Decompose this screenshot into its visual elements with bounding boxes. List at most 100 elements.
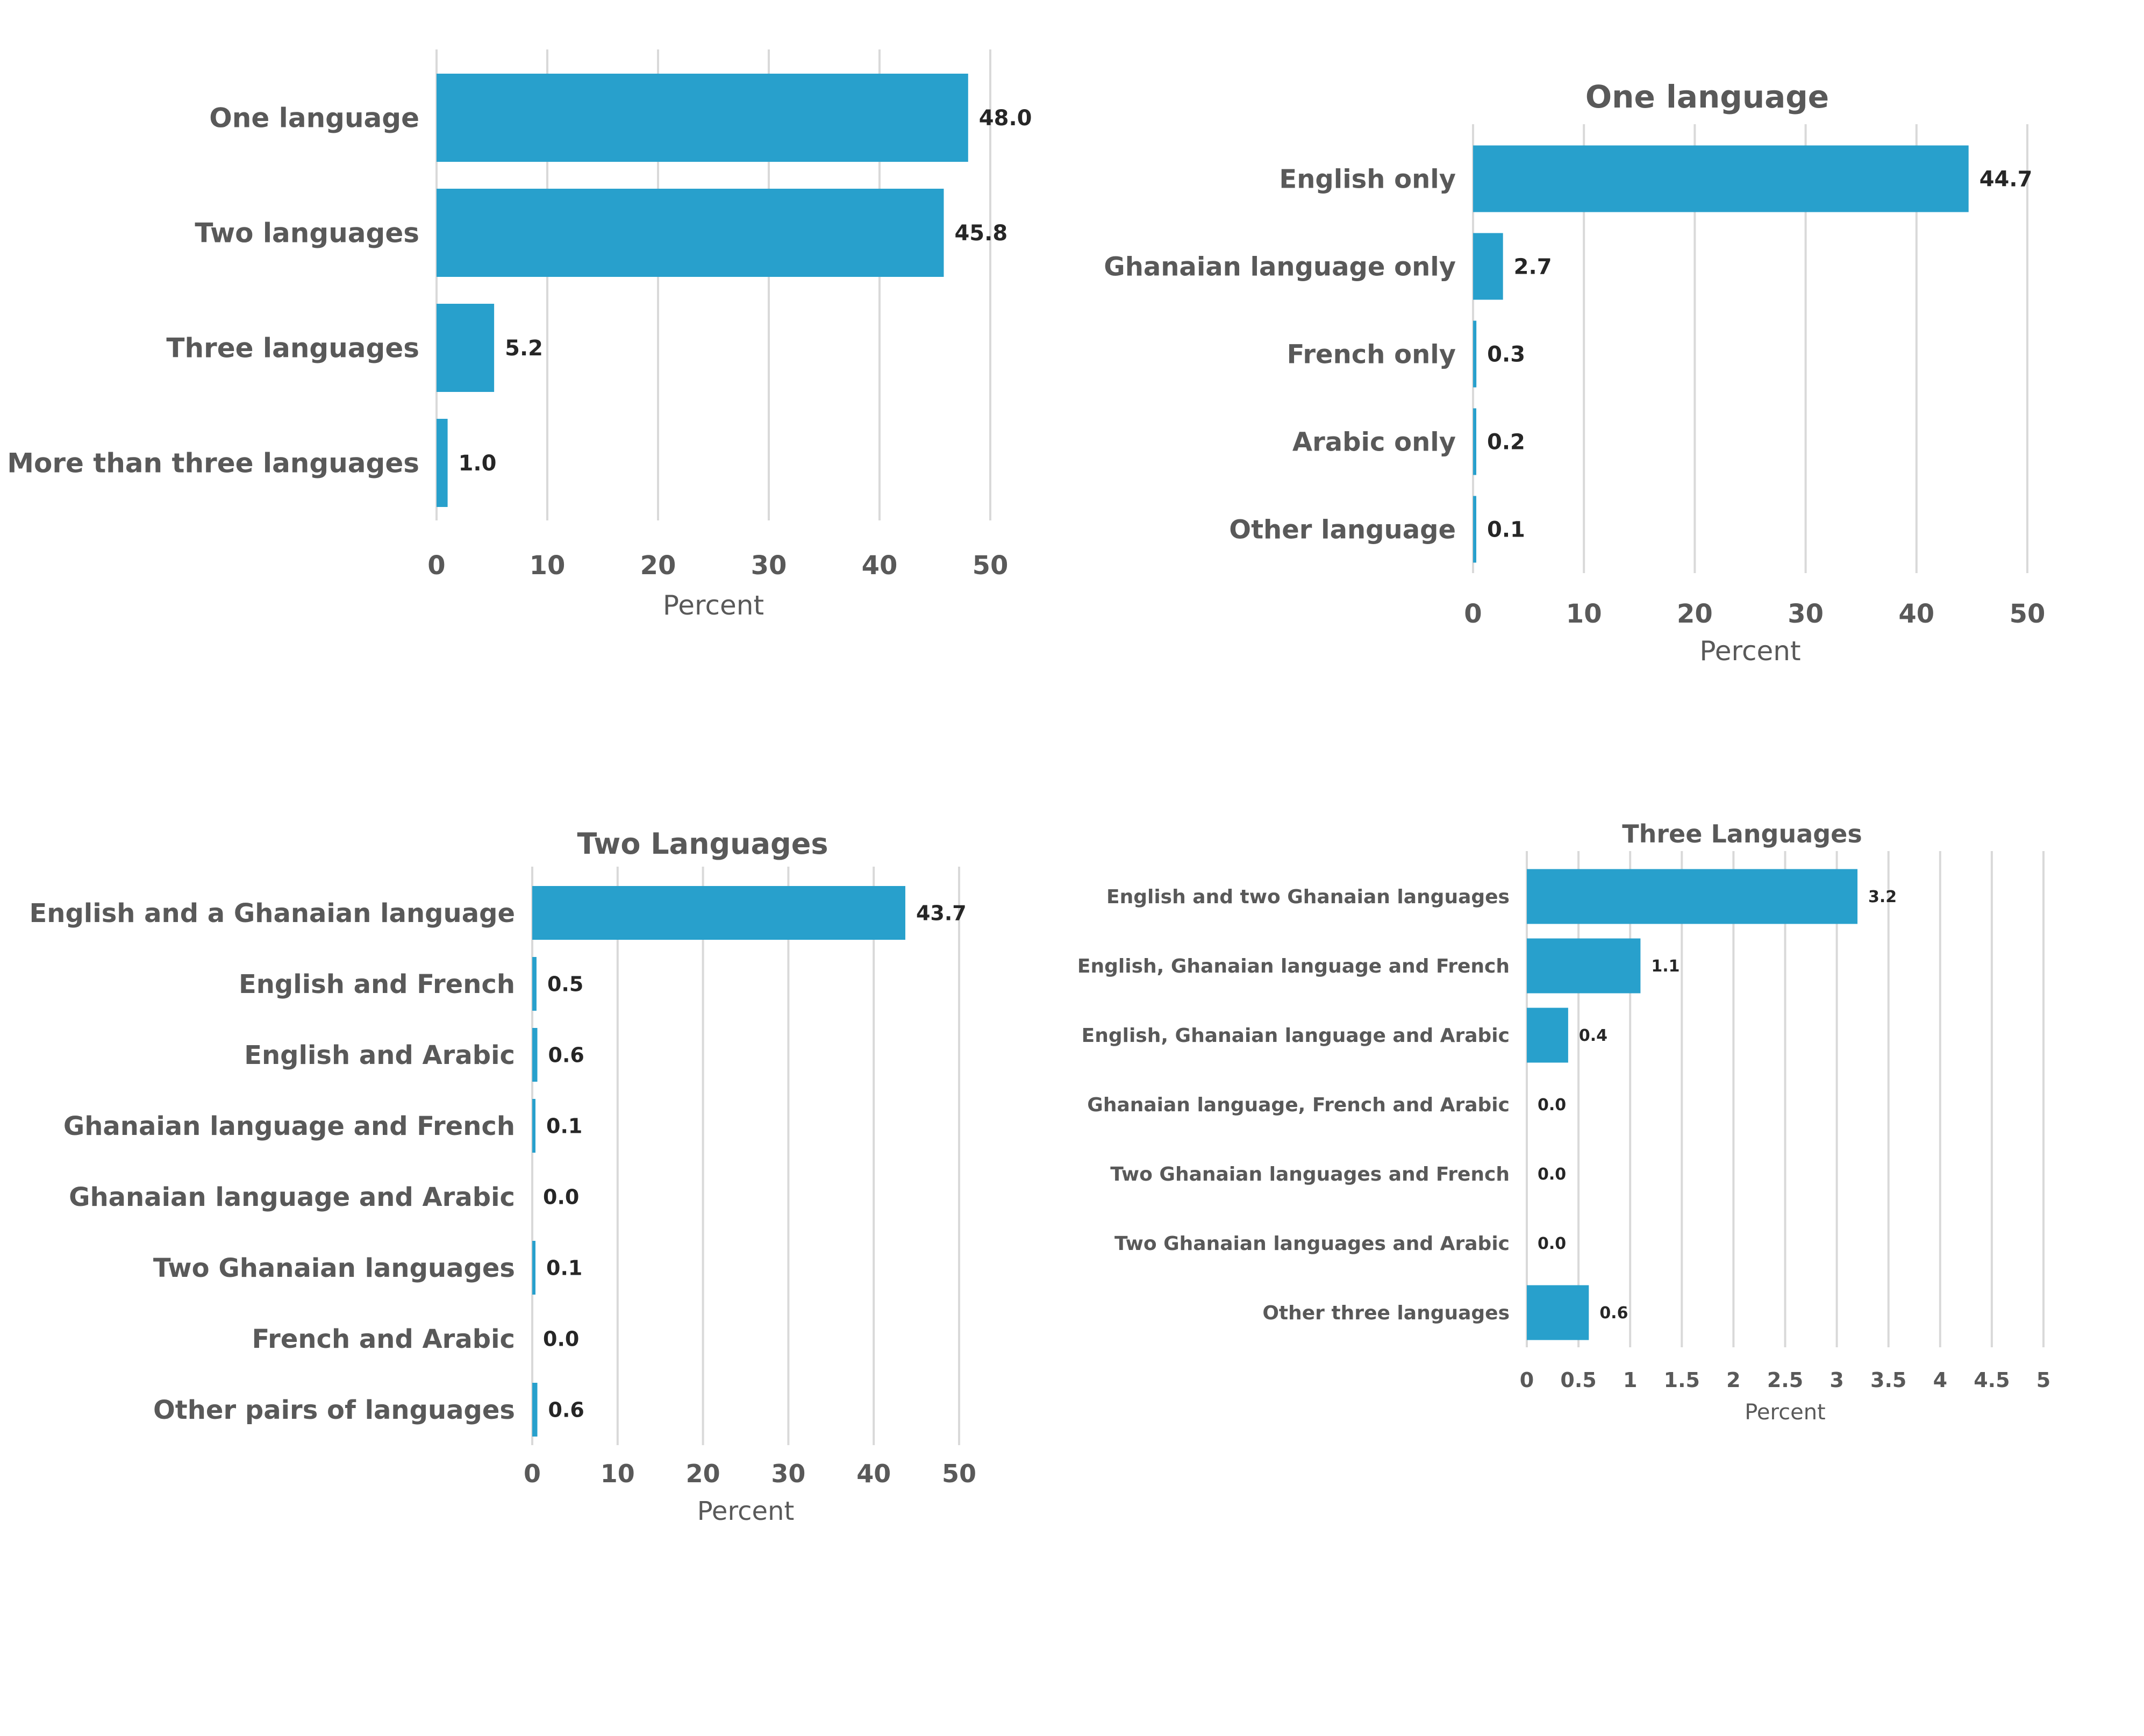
x-axis-label: Percent — [663, 590, 764, 621]
category-label: English and a Ghanaian language — [29, 898, 515, 928]
bar — [1527, 1285, 1589, 1340]
x-tick-label: 5 — [2036, 1368, 2050, 1392]
chart-title: Two Languages — [577, 827, 828, 861]
x-axis-label: Percent — [697, 1496, 795, 1526]
bar — [1527, 1008, 1568, 1063]
chart-one-language: One language Percent 0 10 20 30 40 50 English … — [1075, 0, 2144, 699]
bar — [437, 304, 495, 392]
value-label: 0.0 — [1538, 1165, 1566, 1184]
value-label: 0.2 — [1487, 430, 1525, 455]
bar — [1527, 938, 1641, 994]
x-axis-label: Percent — [1745, 1400, 1826, 1425]
category-label: Ghanaian language and French — [63, 1111, 515, 1141]
x-tick-label: 3 — [1829, 1368, 1843, 1392]
bar — [532, 957, 537, 1011]
x-tick-label: 2 — [1726, 1368, 1740, 1392]
x-tick-label: 10 — [530, 551, 566, 581]
value-label: 0.1 — [546, 1256, 582, 1280]
x-tick-label: 1 — [1623, 1368, 1637, 1392]
value-label: 0.0 — [1538, 1234, 1566, 1253]
category-label: Arabic only — [1292, 427, 1456, 457]
x-axis-label: Percent — [1699, 635, 1800, 667]
chart-languages-spoken-svg: Percent 0 10 20 30 40 50 One language 48.0 Two l… — [7, 49, 1032, 621]
bar — [1473, 145, 1969, 212]
x-tick-label: 4.5 — [1974, 1368, 2010, 1392]
category-label: Two Ghanaian languages and French — [1110, 1163, 1510, 1185]
bar — [1473, 233, 1503, 300]
value-label: 0.5 — [547, 972, 583, 996]
category-label: Two languages — [195, 218, 419, 249]
value-label: 0.1 — [546, 1114, 582, 1138]
x-tick-label: 10 — [1566, 599, 1602, 629]
bar — [532, 1028, 538, 1082]
value-label: 3.2 — [1868, 888, 1897, 906]
x-tick-label: 40 — [862, 551, 898, 581]
x-tick-label: 50 — [942, 1459, 976, 1488]
x-tick-label: 20 — [640, 551, 676, 581]
value-label: 0.6 — [548, 1043, 584, 1067]
value-label: 48.0 — [979, 106, 1032, 131]
category-label: Other three languages — [1262, 1302, 1510, 1324]
category-label: English and two Ghanaian languages — [1106, 886, 1510, 908]
x-tick-label: 50 — [973, 551, 1009, 581]
value-label: 1.1 — [1651, 957, 1680, 976]
chart-one-language-svg: One language Percent 0 10 20 30 40 50 English … — [1104, 78, 2046, 667]
category-label: French and Arabic — [252, 1324, 515, 1354]
bar — [532, 886, 905, 940]
bar — [532, 1241, 535, 1295]
value-label: 5.2 — [505, 336, 543, 361]
value-label: 0.3 — [1487, 342, 1525, 367]
bar — [437, 419, 448, 507]
x-tick-label: 3.5 — [1870, 1368, 1906, 1392]
value-label: 0.0 — [1538, 1096, 1566, 1115]
category-label: One language — [209, 103, 419, 134]
bar — [1473, 320, 1477, 388]
bar — [1527, 869, 1858, 924]
category-label: Ghanaian language and Arabic — [69, 1182, 515, 1212]
value-label: 0.6 — [1599, 1304, 1628, 1323]
x-tick-label: 4 — [1933, 1368, 1947, 1392]
bar — [532, 1099, 535, 1153]
category-label: Ghanaian language, French and Arabic — [1087, 1094, 1510, 1116]
x-tick-label: 0 — [1520, 1368, 1534, 1392]
category-label: English and French — [239, 969, 515, 999]
bar — [437, 189, 944, 277]
x-tick-label: 0 — [1464, 599, 1482, 629]
x-tick-label: 40 — [856, 1459, 891, 1488]
chart-two-languages: Two Languages Percent 0 10 20 30 40 50 English… — [0, 806, 1048, 1586]
bar — [1473, 496, 1476, 563]
x-tick-label: 50 — [2010, 599, 2046, 629]
category-label: English, Ghanaian language and Arabic — [1082, 1025, 1510, 1047]
x-tick-label: 30 — [751, 551, 787, 581]
category-label: English only — [1279, 164, 1456, 194]
category-label: Other language — [1229, 515, 1456, 545]
x-tick-label: 10 — [601, 1459, 635, 1488]
x-tick-label: 0 — [427, 551, 445, 581]
x-tick-label: 40 — [1898, 599, 1934, 629]
value-label: 1.0 — [459, 451, 497, 476]
x-tick-label: 30 — [771, 1459, 805, 1488]
category-label: Two Ghanaian languages and Arabic — [1114, 1233, 1510, 1255]
value-label: 43.7 — [916, 901, 967, 925]
x-tick-label: 2.5 — [1767, 1368, 1803, 1392]
value-label: 0.0 — [543, 1185, 579, 1209]
value-label: 0.1 — [1487, 518, 1525, 542]
x-tick-label: 0.5 — [1560, 1368, 1596, 1392]
chart-three-languages-svg: Three Languages Percent 0 0.5 1 1.5 2 2.5 3 3.5… — [1077, 819, 2050, 1425]
value-label: 45.8 — [954, 221, 1007, 246]
x-tick-label: 20 — [686, 1459, 720, 1488]
bar — [437, 74, 968, 162]
value-label: 0.6 — [548, 1398, 584, 1421]
bar — [532, 1383, 538, 1437]
x-tick-label: 1.5 — [1664, 1368, 1700, 1392]
value-label: 0.0 — [543, 1327, 579, 1351]
chart-title: One language — [1585, 78, 1829, 115]
category-label: Other pairs of languages — [153, 1395, 515, 1425]
category-label: Ghanaian language only — [1104, 252, 1456, 282]
bar — [1473, 408, 1476, 475]
x-tick-label: 0 — [524, 1459, 541, 1488]
category-label: More than three languages — [7, 448, 419, 479]
category-label: English and Arabic — [244, 1040, 515, 1070]
chart-two-languages-svg: Two Languages Percent 0 10 20 30 40 50 English… — [29, 827, 976, 1526]
value-label: 2.7 — [1514, 255, 1552, 280]
